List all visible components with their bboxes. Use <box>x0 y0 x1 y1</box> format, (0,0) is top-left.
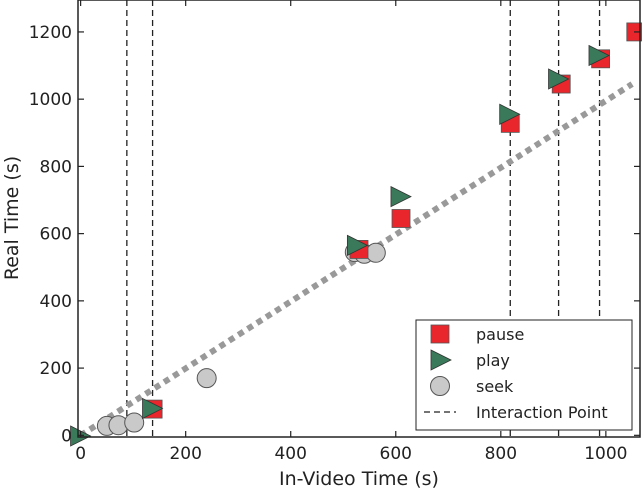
plot-frame <box>77 0 641 438</box>
legend-label: Interaction Point <box>476 403 608 422</box>
legend: pause play seek Interaction Point <box>415 319 633 431</box>
play-marker <box>142 397 164 420</box>
y-tick-label: 1200 <box>29 23 72 43</box>
x-tick-label: 600 <box>380 444 412 464</box>
seek-marker <box>124 412 145 433</box>
y-tick-label: 400 <box>40 292 72 312</box>
play-marker <box>499 103 521 125</box>
y-tick-label: 600 <box>40 225 72 245</box>
y-tick-label: 0 <box>61 426 72 446</box>
x-tick-label: 200 <box>169 444 201 464</box>
x-tick-label: 1000 <box>584 444 627 464</box>
y-tick-label: 1000 <box>29 90 72 110</box>
seek-marker <box>196 368 217 389</box>
x-tick-label: 800 <box>485 444 517 464</box>
play-marker <box>346 234 369 257</box>
y-tick-label: 800 <box>40 157 72 177</box>
x-axis-ticks: 0 200 400 600 800 1000 <box>75 0 627 464</box>
x-axis-label: In-Video Time (s) <box>279 468 439 490</box>
reference-line <box>79 81 634 438</box>
play-marker <box>430 349 452 371</box>
y-axis-ticks: 0 200 400 600 800 1000 1200 <box>29 23 640 446</box>
legend-label: seek <box>476 377 514 396</box>
legend-label: pause <box>476 325 524 344</box>
y-tick-label: 200 <box>40 359 72 379</box>
legend-label: play <box>476 351 510 370</box>
seek-marker <box>365 242 386 263</box>
data-marks <box>70 22 642 447</box>
pause-marker <box>430 324 450 344</box>
seek-marker <box>430 376 450 396</box>
pause-marker <box>391 209 411 228</box>
x-tick-label: 400 <box>274 444 306 464</box>
x-tick-label: 0 <box>75 444 86 464</box>
play-marker <box>548 68 570 90</box>
y-axis-label: Real Time (s) <box>1 156 23 280</box>
play-marker <box>588 44 610 67</box>
play-marker <box>390 186 412 208</box>
legend-box <box>415 319 633 431</box>
